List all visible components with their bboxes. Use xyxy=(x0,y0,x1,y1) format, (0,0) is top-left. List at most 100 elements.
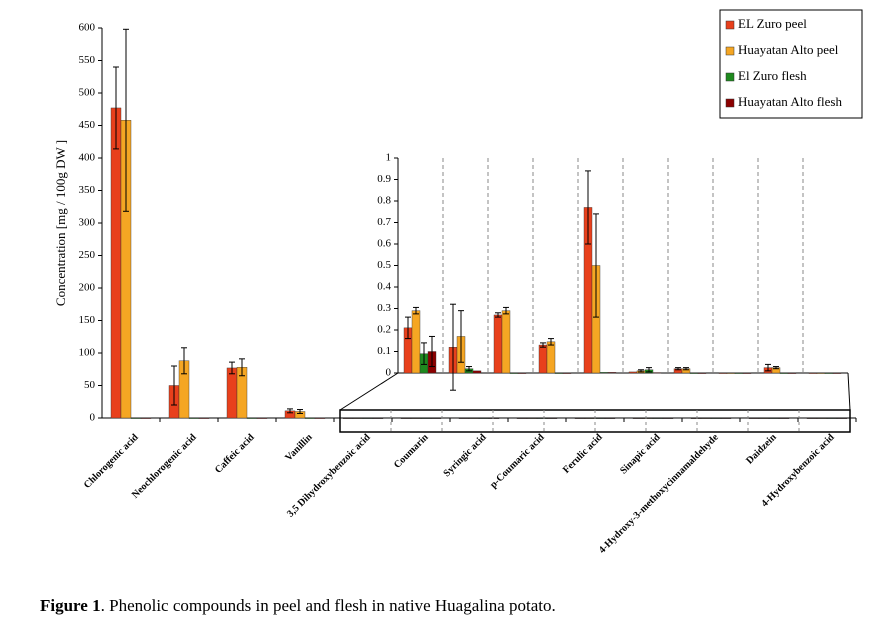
error-bar xyxy=(287,408,293,414)
x-tick-label: Ferulic acid xyxy=(561,432,605,476)
legend-label: Huayatan Alto flesh xyxy=(738,94,842,109)
error-bar xyxy=(450,303,456,391)
legend-label: EL Zuro peel xyxy=(738,16,807,31)
error-bar xyxy=(421,342,427,365)
bar xyxy=(411,310,421,374)
inset-y-tick-label: 0 xyxy=(386,367,392,379)
bar xyxy=(130,417,142,419)
legend-swatch xyxy=(725,98,735,108)
bar xyxy=(517,372,527,374)
y-tick-label: 450 xyxy=(79,119,96,131)
bar xyxy=(538,344,548,374)
bar xyxy=(246,417,258,419)
legend-box xyxy=(719,9,863,119)
inset-y-tick-label: 0.2 xyxy=(377,324,391,336)
caption-text: . Phenolic compounds in peel and flesh i… xyxy=(101,596,556,615)
error-bar xyxy=(405,316,411,340)
bar xyxy=(779,372,789,374)
bar xyxy=(226,367,238,419)
bar xyxy=(256,417,268,419)
bar xyxy=(726,372,736,374)
x-tick-label: Syringic acid xyxy=(441,432,489,480)
error-bar xyxy=(773,366,779,370)
y-tick-label: 200 xyxy=(79,282,96,294)
x-tick-label: Daidzein xyxy=(744,432,779,467)
error-bar xyxy=(495,312,501,318)
x-tick-label: Chlorogenic acid xyxy=(82,432,141,491)
legend-swatch xyxy=(725,46,735,56)
error-bar xyxy=(765,363,771,372)
error-bar xyxy=(413,306,419,315)
bar xyxy=(140,417,152,419)
error-bar xyxy=(593,213,599,318)
bar xyxy=(734,372,744,374)
x-tick-label: p-Coumaric acid xyxy=(488,432,547,491)
x-tick-label: Coumarin xyxy=(392,432,431,471)
legend-swatch xyxy=(725,72,735,82)
error-bar xyxy=(675,367,681,371)
bar xyxy=(314,417,326,419)
legend-label: Huayatan Alto peel xyxy=(738,42,839,57)
bar xyxy=(198,417,210,419)
legend-swatch xyxy=(725,20,735,30)
y-tick-label: 0 xyxy=(90,412,96,424)
inset-y-tick-label: 0.5 xyxy=(377,259,391,271)
inset-y-tick-label: 0.7 xyxy=(377,216,391,228)
zoom-line xyxy=(339,372,399,411)
caption-label: Figure 1 xyxy=(40,596,101,615)
x-tick-label: Vanillin xyxy=(283,432,315,464)
zoom-line xyxy=(847,372,851,411)
error-bar xyxy=(429,335,435,368)
x-tick-label: Neochlorogenic acid xyxy=(130,432,199,501)
legend-label: El Zuro flesh xyxy=(738,68,807,83)
bar xyxy=(832,372,842,374)
inset-y-tick-label: 0.1 xyxy=(377,345,391,357)
bar xyxy=(472,370,482,374)
bar xyxy=(697,372,707,374)
bar xyxy=(562,372,572,374)
y-tick-label: 500 xyxy=(79,87,96,99)
inset-y-tick-label: 0.3 xyxy=(377,302,391,314)
bar xyxy=(607,372,617,374)
y-tick-label: 50 xyxy=(84,379,96,391)
x-tick-label: Caffeic acid xyxy=(213,432,257,476)
inset-y-tick-label: 1 xyxy=(386,152,392,164)
y-tick-label: 250 xyxy=(79,249,96,261)
bar xyxy=(501,310,511,374)
bar xyxy=(652,372,662,374)
y-tick-label: 100 xyxy=(79,347,96,359)
y-tick-label: 350 xyxy=(79,184,96,196)
inset-y-tick-label: 0.8 xyxy=(377,195,391,207)
error-bar xyxy=(239,358,245,377)
inset-y-tick-label: 0.4 xyxy=(377,281,391,293)
error-bar xyxy=(181,347,187,375)
bar xyxy=(110,107,122,419)
error-bar xyxy=(503,306,509,315)
bar xyxy=(546,341,556,374)
error-bar xyxy=(548,338,554,346)
error-bar xyxy=(297,409,303,414)
bar xyxy=(689,372,699,374)
bar xyxy=(188,417,200,419)
error-bar xyxy=(171,365,177,406)
bar xyxy=(824,372,834,374)
bar xyxy=(742,372,752,374)
error-bar xyxy=(458,310,464,363)
bar xyxy=(304,417,316,419)
bar xyxy=(493,314,503,374)
error-bar xyxy=(585,170,591,245)
bar xyxy=(808,372,818,374)
x-tick-label: 4-Hydroxy-3-methoxycinnamaldehyde xyxy=(597,432,721,556)
inset-y-tick-label: 0.9 xyxy=(377,173,391,185)
error-bar xyxy=(466,366,472,372)
caption: Figure 1. Phenolic compounds in peel and… xyxy=(40,596,556,615)
error-bar xyxy=(540,342,546,348)
y-tick-label: 300 xyxy=(79,217,96,229)
error-bar xyxy=(683,367,689,371)
bar xyxy=(509,372,519,374)
bar xyxy=(718,372,728,374)
bar xyxy=(554,372,564,374)
y-tick-label: 550 xyxy=(79,54,96,66)
x-tick-label: Sinapic acid xyxy=(618,432,663,477)
error-bar xyxy=(229,361,235,375)
